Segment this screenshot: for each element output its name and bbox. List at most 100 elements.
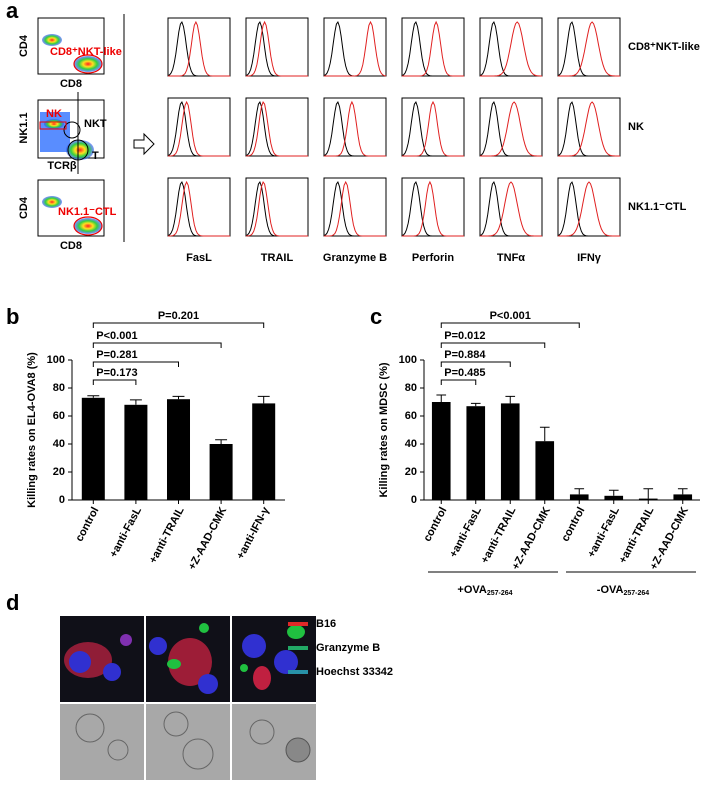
histogram-curve: [324, 20, 387, 77]
bar: [431, 402, 451, 500]
bar: [500, 403, 520, 500]
panel-label: d: [6, 590, 19, 615]
histogram-frame: [167, 177, 231, 237]
bar: [252, 403, 276, 500]
error-bar: [257, 395, 270, 404]
y-tick-label: 0: [411, 494, 417, 506]
histogram-grid: CD8⁺NKT-like NK NK1.1⁻CTL FasL TRAIL Granzyme…: [167, 17, 700, 264]
bar: [638, 498, 658, 500]
significance-bracket: [440, 342, 546, 348]
flow-plot: CD4 CD8 NK1.1⁻CTL: [18, 179, 117, 252]
y-tick-label: 20: [405, 466, 417, 478]
axis-label: NK1.1: [18, 112, 30, 143]
panel-label: a: [6, 0, 19, 23]
group-label: +OVA257-264: [457, 584, 512, 597]
histogram-frame: [323, 177, 387, 237]
error-bar: [574, 488, 585, 495]
group-label: -OVA257-264: [597, 584, 649, 597]
x-tick-label: control: [559, 505, 587, 544]
histogram-curve: [558, 101, 620, 157]
histogram-frame: [401, 177, 465, 237]
y-tick-label: 20: [53, 466, 65, 478]
flow-plot: NK1.1 TCRβ NK NKT T: [18, 92, 107, 174]
gate-label: T: [92, 150, 99, 162]
histogram-frame: [323, 17, 387, 77]
bar: [209, 444, 233, 500]
histogram-frame: [479, 17, 543, 77]
bar: [166, 399, 191, 500]
error-bar: [643, 488, 654, 499]
error-bar: [608, 489, 619, 496]
histogram-curve: [480, 181, 542, 237]
axis-label: CD8: [60, 240, 82, 252]
legend: B16 Granzyme B Hoechst 33342: [288, 618, 393, 678]
bar: [569, 494, 589, 500]
group-name: -OVA: [597, 584, 624, 596]
error-bar: [505, 395, 516, 404]
error-bar: [677, 488, 688, 495]
histogram-curve: [402, 100, 464, 157]
p-value: P=0.485: [444, 367, 485, 379]
histogram-curve: [246, 20, 308, 77]
x-tick-label: +anti-TRAIL: [617, 505, 657, 566]
histogram-curve: [480, 101, 542, 157]
x-tick-label: +anti-FasL: [108, 505, 145, 560]
legend-label: B16: [316, 618, 336, 630]
histogram-curve: [168, 180, 230, 237]
column-label: Granzyme B: [323, 252, 387, 264]
y-tick-label: 0: [59, 494, 65, 506]
significance-bracket: [440, 379, 477, 385]
bar: [604, 495, 624, 500]
gate-label: NK: [46, 108, 62, 120]
p-value: P<0.001: [490, 310, 531, 322]
p-value: P=0.173: [96, 367, 137, 379]
x-tick-label: control: [421, 505, 449, 544]
y-tick-label: 80: [53, 382, 65, 394]
histogram-curve: [168, 20, 230, 77]
bar: [81, 397, 105, 500]
error-bar: [172, 395, 185, 400]
x-tick-label: +Z-AAD-CMK: [510, 505, 553, 572]
y-tick-label: 60: [53, 410, 65, 422]
histogram-curve: [480, 21, 542, 77]
histogram-frame: [245, 97, 309, 157]
axis-label: CD4: [18, 196, 30, 219]
column-label: TNFα: [497, 252, 525, 264]
row-label: CD8⁺NKT-like: [628, 41, 700, 53]
column-label: IFNγ: [577, 252, 602, 264]
histogram-curve: [557, 21, 620, 77]
p-value: P=0.012: [444, 330, 485, 342]
histogram-frame: [167, 97, 231, 157]
histogram-frame: [245, 177, 309, 237]
axis-label: CD8: [60, 78, 82, 90]
x-tick-label: +anti-TRAIL: [479, 505, 519, 566]
histogram-frame: [167, 17, 231, 77]
y-tick-label: 100: [47, 354, 65, 366]
histogram-curve: [479, 21, 542, 77]
panel-label: b: [6, 304, 19, 329]
gate-label: NK1.1⁻CTL: [58, 206, 117, 218]
histogram-curve: [479, 101, 542, 157]
significance-bracket: [92, 379, 137, 385]
row-label: NK: [628, 121, 644, 133]
column-label: Perforin: [412, 252, 454, 264]
bar: [124, 404, 148, 500]
legend-label: Hoechst 33342: [316, 666, 393, 678]
y-axis-label: Killing rates on MDSC (%): [378, 362, 390, 497]
error-bar: [215, 439, 228, 444]
error-bar: [539, 426, 550, 442]
error-bar: [470, 402, 481, 407]
histogram-curve: [245, 181, 308, 237]
histogram-frame: [401, 97, 465, 157]
x-tick-label: +Z-AAD-CMK: [648, 505, 691, 572]
x-tick-label: control: [73, 505, 101, 544]
histogram-frame: [557, 177, 621, 237]
group-name: +OVA: [457, 584, 487, 596]
axis-label: TCRβ: [47, 160, 77, 172]
histogram-curve: [245, 101, 308, 157]
p-value: P=0.281: [96, 349, 137, 361]
axis-label: CD4: [18, 34, 30, 57]
arrow: [133, 132, 155, 156]
column-label: TRAIL: [261, 252, 294, 264]
